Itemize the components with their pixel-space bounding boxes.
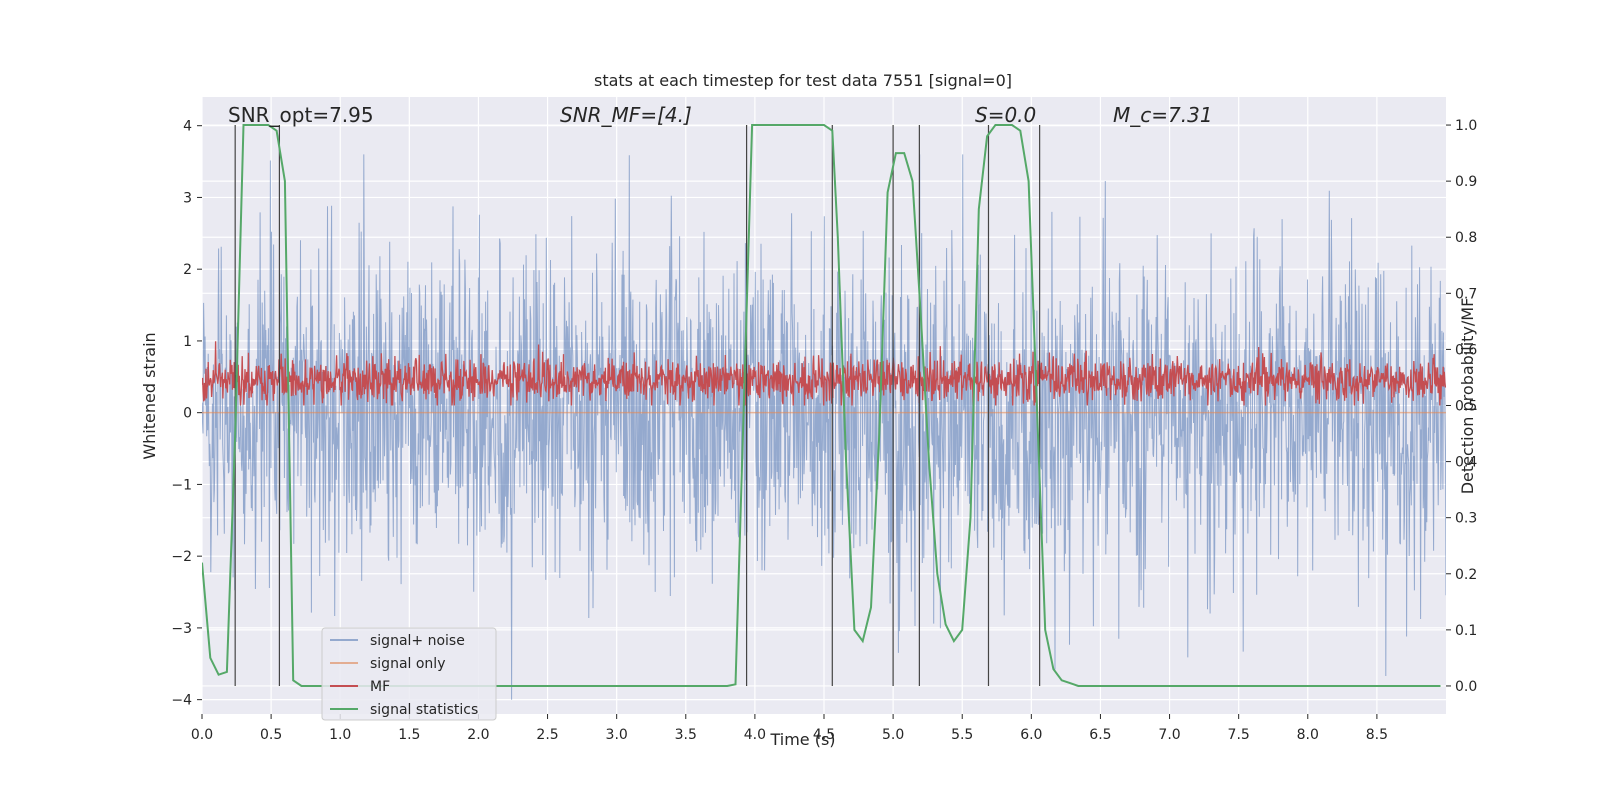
x-tick-label: 5.0 bbox=[882, 727, 904, 743]
x-tick-label: 5.5 bbox=[951, 727, 973, 743]
y2-tick-label: 0.4 bbox=[1455, 455, 1477, 471]
y2-tick-label: 0.5 bbox=[1455, 399, 1477, 415]
signal-noise-line bbox=[202, 154, 1446, 700]
x-tick-label: 8.0 bbox=[1297, 727, 1319, 743]
signal-noise-series bbox=[202, 154, 1446, 700]
legend: signal+ noise signal only MF signal stat… bbox=[321, 627, 497, 721]
y2-axis-label: Detection probability/MF bbox=[1458, 298, 1477, 495]
y-tick-label: 3 bbox=[183, 190, 192, 206]
y2-tick-label: 0.8 bbox=[1455, 230, 1477, 246]
mf-series bbox=[202, 341, 1446, 406]
annotations: SNR_opt=7.95 SNR_MF=[4.] S=0.0 M_c=7.31 bbox=[228, 103, 1213, 127]
x-axis-label: Time (s) bbox=[769, 730, 835, 749]
x-tick-label: 1.0 bbox=[329, 727, 351, 743]
y-tick-label: 0 bbox=[183, 406, 192, 422]
x-axis-ticks: 0.0 0.5 1.0 1.5 2.0 2.5 3.0 3.5 4.0 4.5 5.0 5.5 6.0 6… bbox=[191, 714, 1388, 743]
y-tick-label: 1 bbox=[183, 334, 192, 350]
legend-label-mf: MF bbox=[370, 679, 390, 695]
x-tick-label: 3.0 bbox=[606, 727, 628, 743]
y-tick-label: 2 bbox=[183, 262, 192, 278]
y-tick-label: 4 bbox=[183, 119, 192, 135]
y2-tick-label: 1.0 bbox=[1455, 118, 1477, 134]
legend-box bbox=[321, 627, 497, 721]
x-tick-label: 2.5 bbox=[536, 727, 558, 743]
x-tick-label: 6.5 bbox=[1089, 727, 1111, 743]
annotation-snr-opt: SNR_opt=7.95 bbox=[228, 103, 374, 127]
y2-tick-label: 0.1 bbox=[1455, 623, 1477, 639]
signal-statistics-line bbox=[202, 124, 1441, 687]
y-tick-label: −3 bbox=[171, 621, 192, 637]
chart-title: stats at each timestep for test data 755… bbox=[594, 71, 1012, 90]
x-tick-label: 4.5 bbox=[813, 727, 835, 743]
annotation-s: S=0.0 bbox=[975, 103, 1036, 127]
x-tick-label: 2.0 bbox=[467, 727, 489, 743]
y2-tick-label: 0.3 bbox=[1455, 511, 1477, 527]
x-tick-label: 7.5 bbox=[1228, 727, 1250, 743]
legend-label-signal-noise: signal+ noise bbox=[370, 633, 465, 649]
legend-label-signal-only: signal only bbox=[370, 656, 445, 672]
x-tick-label: 1.5 bbox=[398, 727, 420, 743]
x-tick-label: 3.5 bbox=[675, 727, 697, 743]
y-tick-label: −4 bbox=[171, 693, 192, 709]
legend-label-signal-statistics: signal statistics bbox=[370, 702, 478, 718]
x-tick-label: 8.5 bbox=[1366, 727, 1388, 743]
y-tick-label: −1 bbox=[171, 477, 192, 493]
y2-tick-label: 0.7 bbox=[1455, 286, 1477, 302]
x-tick-label: 0.5 bbox=[260, 727, 282, 743]
annotation-mc: M_c=7.31 bbox=[1113, 103, 1213, 127]
x-tick-label: 6.0 bbox=[1020, 727, 1042, 743]
y-axis-right-ticks: 0.0 0.1 0.2 0.3 0.4 0.5 0.6 0.7 0.8 0.9 1.0 bbox=[1446, 118, 1477, 695]
y2-tick-label: 0.0 bbox=[1455, 679, 1477, 695]
y-axis-label: Whitened strain bbox=[140, 332, 159, 459]
x-tick-label: 0.0 bbox=[191, 727, 213, 743]
mf-line bbox=[202, 341, 1446, 406]
y2-tick-label: 0.2 bbox=[1455, 567, 1477, 583]
y2-tick-label: 0.6 bbox=[1455, 342, 1477, 358]
annotation-snr-mf: SNR_MF=[4.] bbox=[560, 103, 692, 127]
y-axis-left-ticks: −4 −3 −2 −1 0 1 2 3 4 bbox=[171, 119, 202, 709]
y2-tick-label: 0.9 bbox=[1455, 174, 1477, 190]
signal-statistics-series bbox=[202, 124, 1441, 687]
x-tick-label: 4.0 bbox=[744, 727, 766, 743]
y-tick-label: −2 bbox=[171, 549, 192, 565]
x-tick-label: 7.0 bbox=[1158, 727, 1180, 743]
